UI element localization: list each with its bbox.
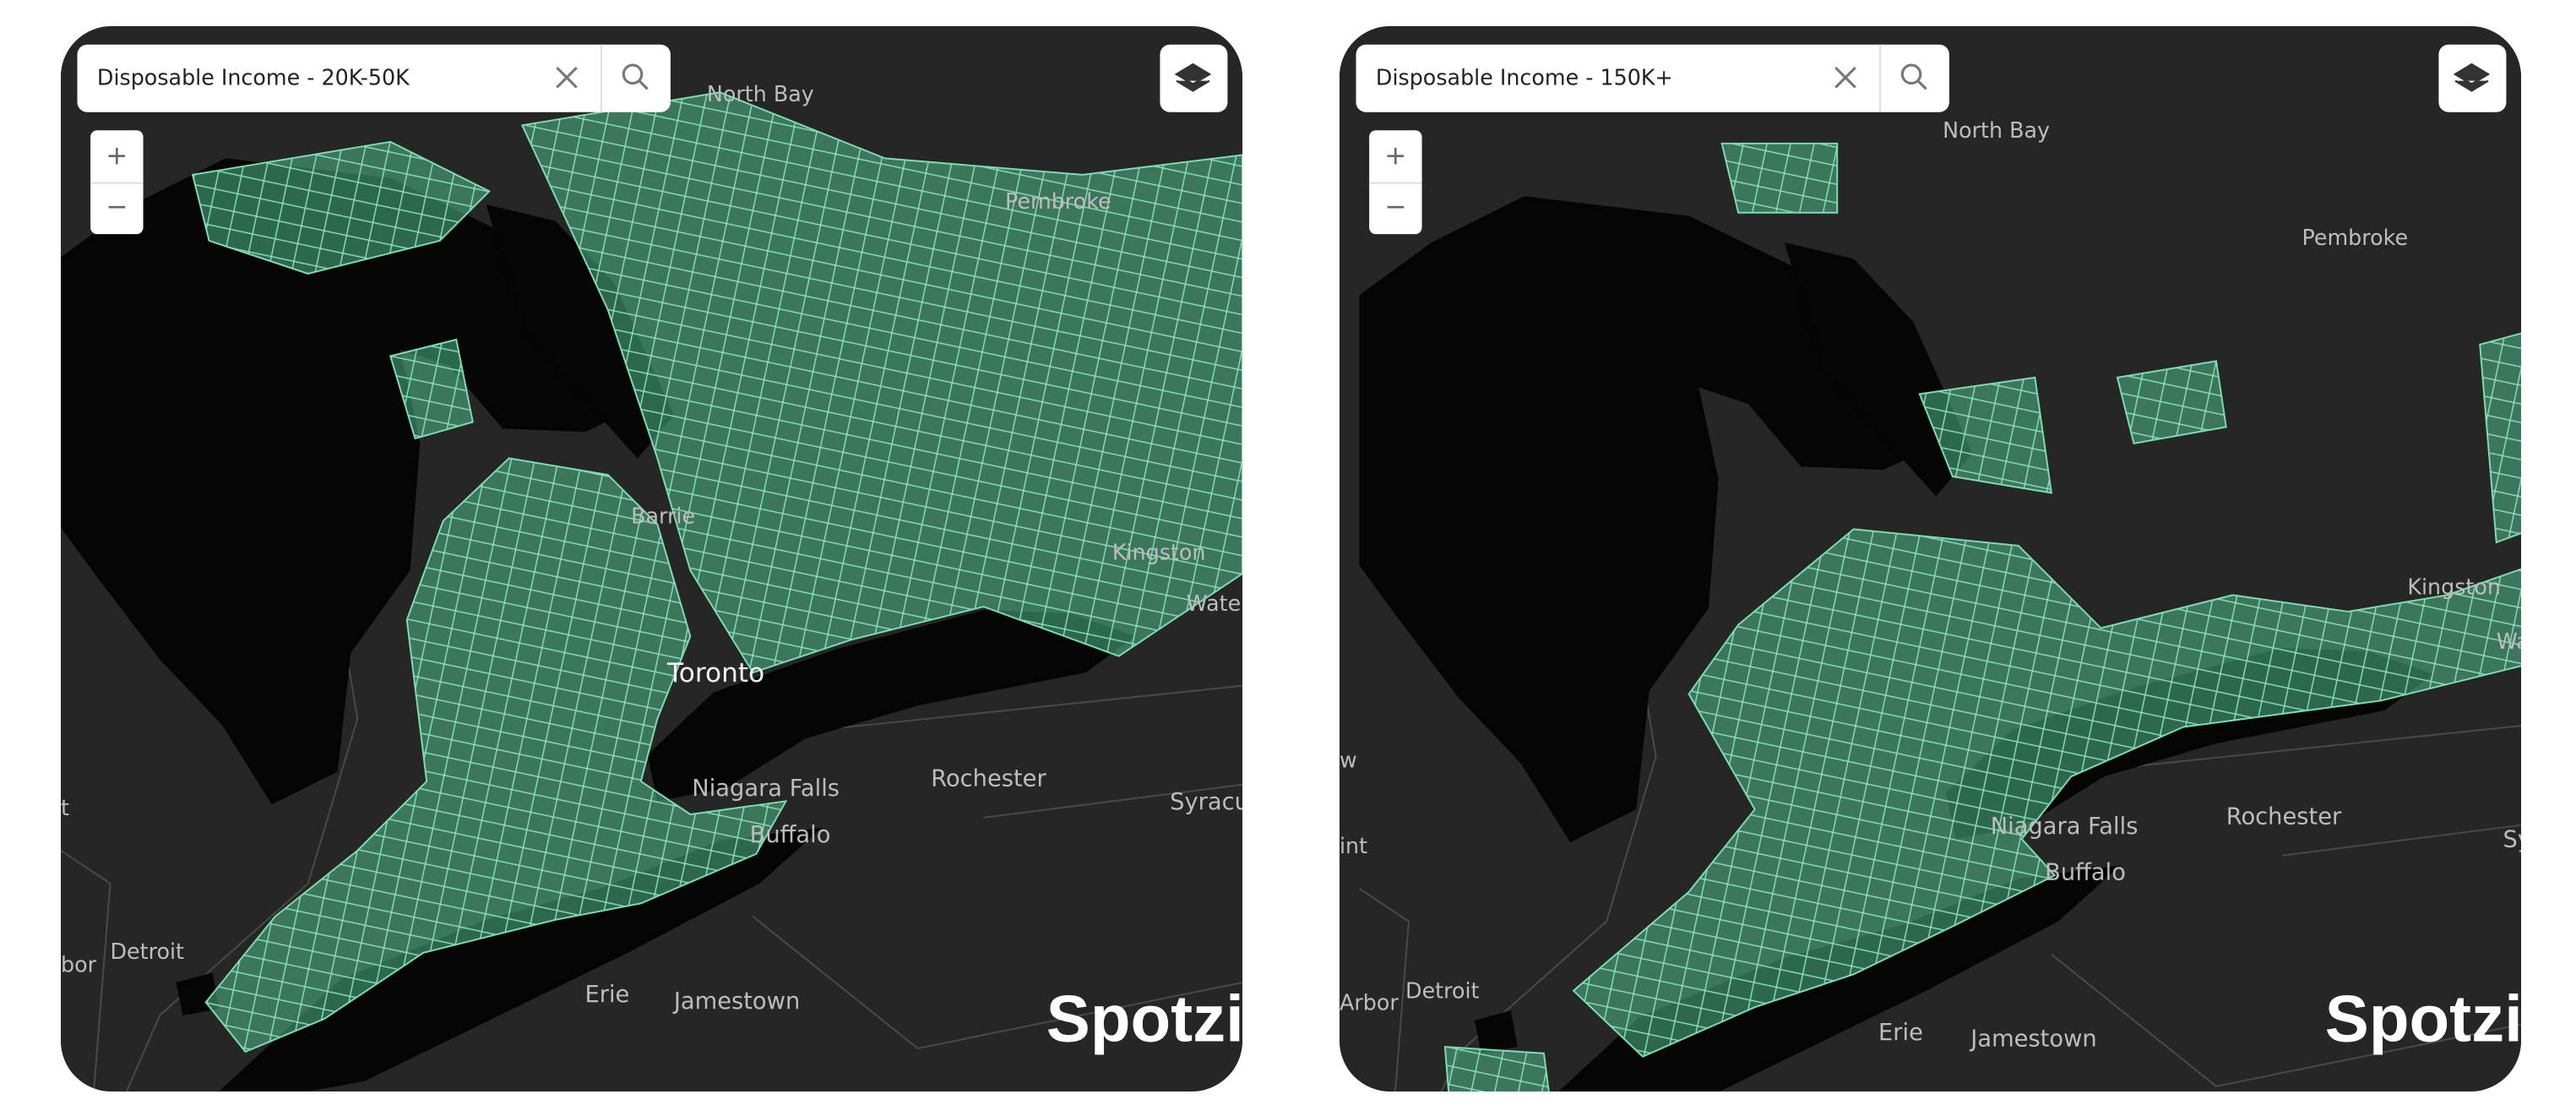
place-label: Arbor: [1340, 989, 1399, 1015]
lake: [647, 609, 1136, 802]
lake: [1784, 242, 1973, 497]
search-text[interactable]: Disposable Income - 150K+: [1376, 65, 1673, 90]
search-icon-handle: [638, 79, 649, 90]
place-label: Kingston: [2407, 574, 2501, 600]
region: [1720, 142, 1839, 214]
map-panel[interactable]: North Bay Pembroke Barrie Kingston Wate Toron…: [61, 26, 1242, 1092]
map[interactable]: North Bay Pembroke Kingston Wat Niagara Fall…: [1340, 26, 2521, 1092]
zoom-in[interactable]: +: [106, 140, 128, 171]
geography: [1358, 142, 2521, 1092]
place-label: Toronto: [666, 658, 764, 689]
road: [983, 783, 1242, 819]
place-label: Erie: [584, 982, 629, 1008]
region: [2116, 360, 2227, 445]
map-panel[interactable]: North Bay Pembroke Kingston Wat Niagara Fall…: [1340, 26, 2521, 1092]
lake: [1359, 196, 1933, 843]
region: [191, 140, 491, 275]
place-label: North Bay: [707, 81, 814, 106]
lake: [486, 204, 674, 459]
region: [204, 457, 788, 1053]
layers-icon: [2453, 63, 2491, 92]
search-icon-handle: [1916, 79, 1927, 90]
place-label: Niagara Falls: [1991, 814, 2139, 840]
place-label: Buffalo: [2045, 860, 2126, 886]
zoom-in[interactable]: +: [1384, 140, 1406, 171]
place-label: Pembroke: [1005, 188, 1111, 214]
region: [520, 91, 1242, 674]
place-label: Erie: [1878, 1020, 1923, 1046]
place-label: Jamestown: [1969, 1026, 2096, 1053]
place-label: Niagara Falls: [692, 776, 840, 802]
road: [769, 684, 1242, 737]
place-label: w: [1340, 747, 1357, 772]
place-label: t: [61, 795, 69, 820]
search-icon[interactable]: [622, 63, 644, 85]
zoom-out[interactable]: −: [1384, 192, 1406, 222]
place-label: int: [1340, 833, 1367, 858]
region: [1918, 376, 2053, 494]
search-icon[interactable]: [1900, 63, 1922, 85]
map[interactable]: North Bay Pembroke Barrie Kingston Wate Toron…: [61, 26, 1242, 1092]
place-label: Barrie: [631, 504, 695, 529]
place-label: Buffalo: [750, 822, 831, 848]
lake: [1474, 1010, 1518, 1053]
road: [61, 850, 111, 1092]
place-label: Syrac: [2503, 827, 2521, 853]
layers-icon: [1174, 63, 1212, 92]
search-box[interactable]: [77, 44, 671, 112]
road: [2068, 725, 2521, 775]
lake: [61, 158, 635, 805]
place-label: Rochester: [931, 765, 1046, 792]
lake: [219, 827, 823, 1092]
place-label: Detroit: [1405, 978, 1480, 1004]
road: [752, 916, 1242, 1050]
place-label: Wate: [1187, 591, 1242, 616]
search-text[interactable]: Disposable Income - 20K-50K: [97, 65, 410, 90]
road: [1358, 887, 1410, 1092]
clear-icon[interactable]: [556, 66, 578, 89]
clear-icon[interactable]: [1834, 66, 1856, 89]
region: [389, 338, 474, 440]
place-label: Rochester: [2226, 803, 2342, 830]
logo: Spotzi: [1046, 981, 1242, 1055]
place-label: North Bay: [1943, 117, 2050, 143]
region: [2479, 332, 2521, 544]
region: [1443, 1046, 1550, 1092]
zoom-out[interactable]: −: [106, 192, 128, 222]
logo: Spotzi: [2325, 981, 2521, 1055]
place-label: Syracus: [1170, 789, 1242, 815]
geography: [61, 91, 1242, 1092]
place-label: Wat: [2497, 629, 2521, 654]
search-box[interactable]: [1356, 44, 1949, 112]
place-label: bor: [61, 951, 97, 977]
place-label: Detroit: [111, 939, 185, 964]
road: [2051, 954, 2521, 1087]
place-label: Jamestown: [672, 988, 800, 1015]
region: [1572, 528, 2521, 1058]
road: [2281, 824, 2521, 857]
place-label: Pembroke: [2302, 225, 2408, 250]
place-label: Kingston: [1112, 540, 1206, 565]
